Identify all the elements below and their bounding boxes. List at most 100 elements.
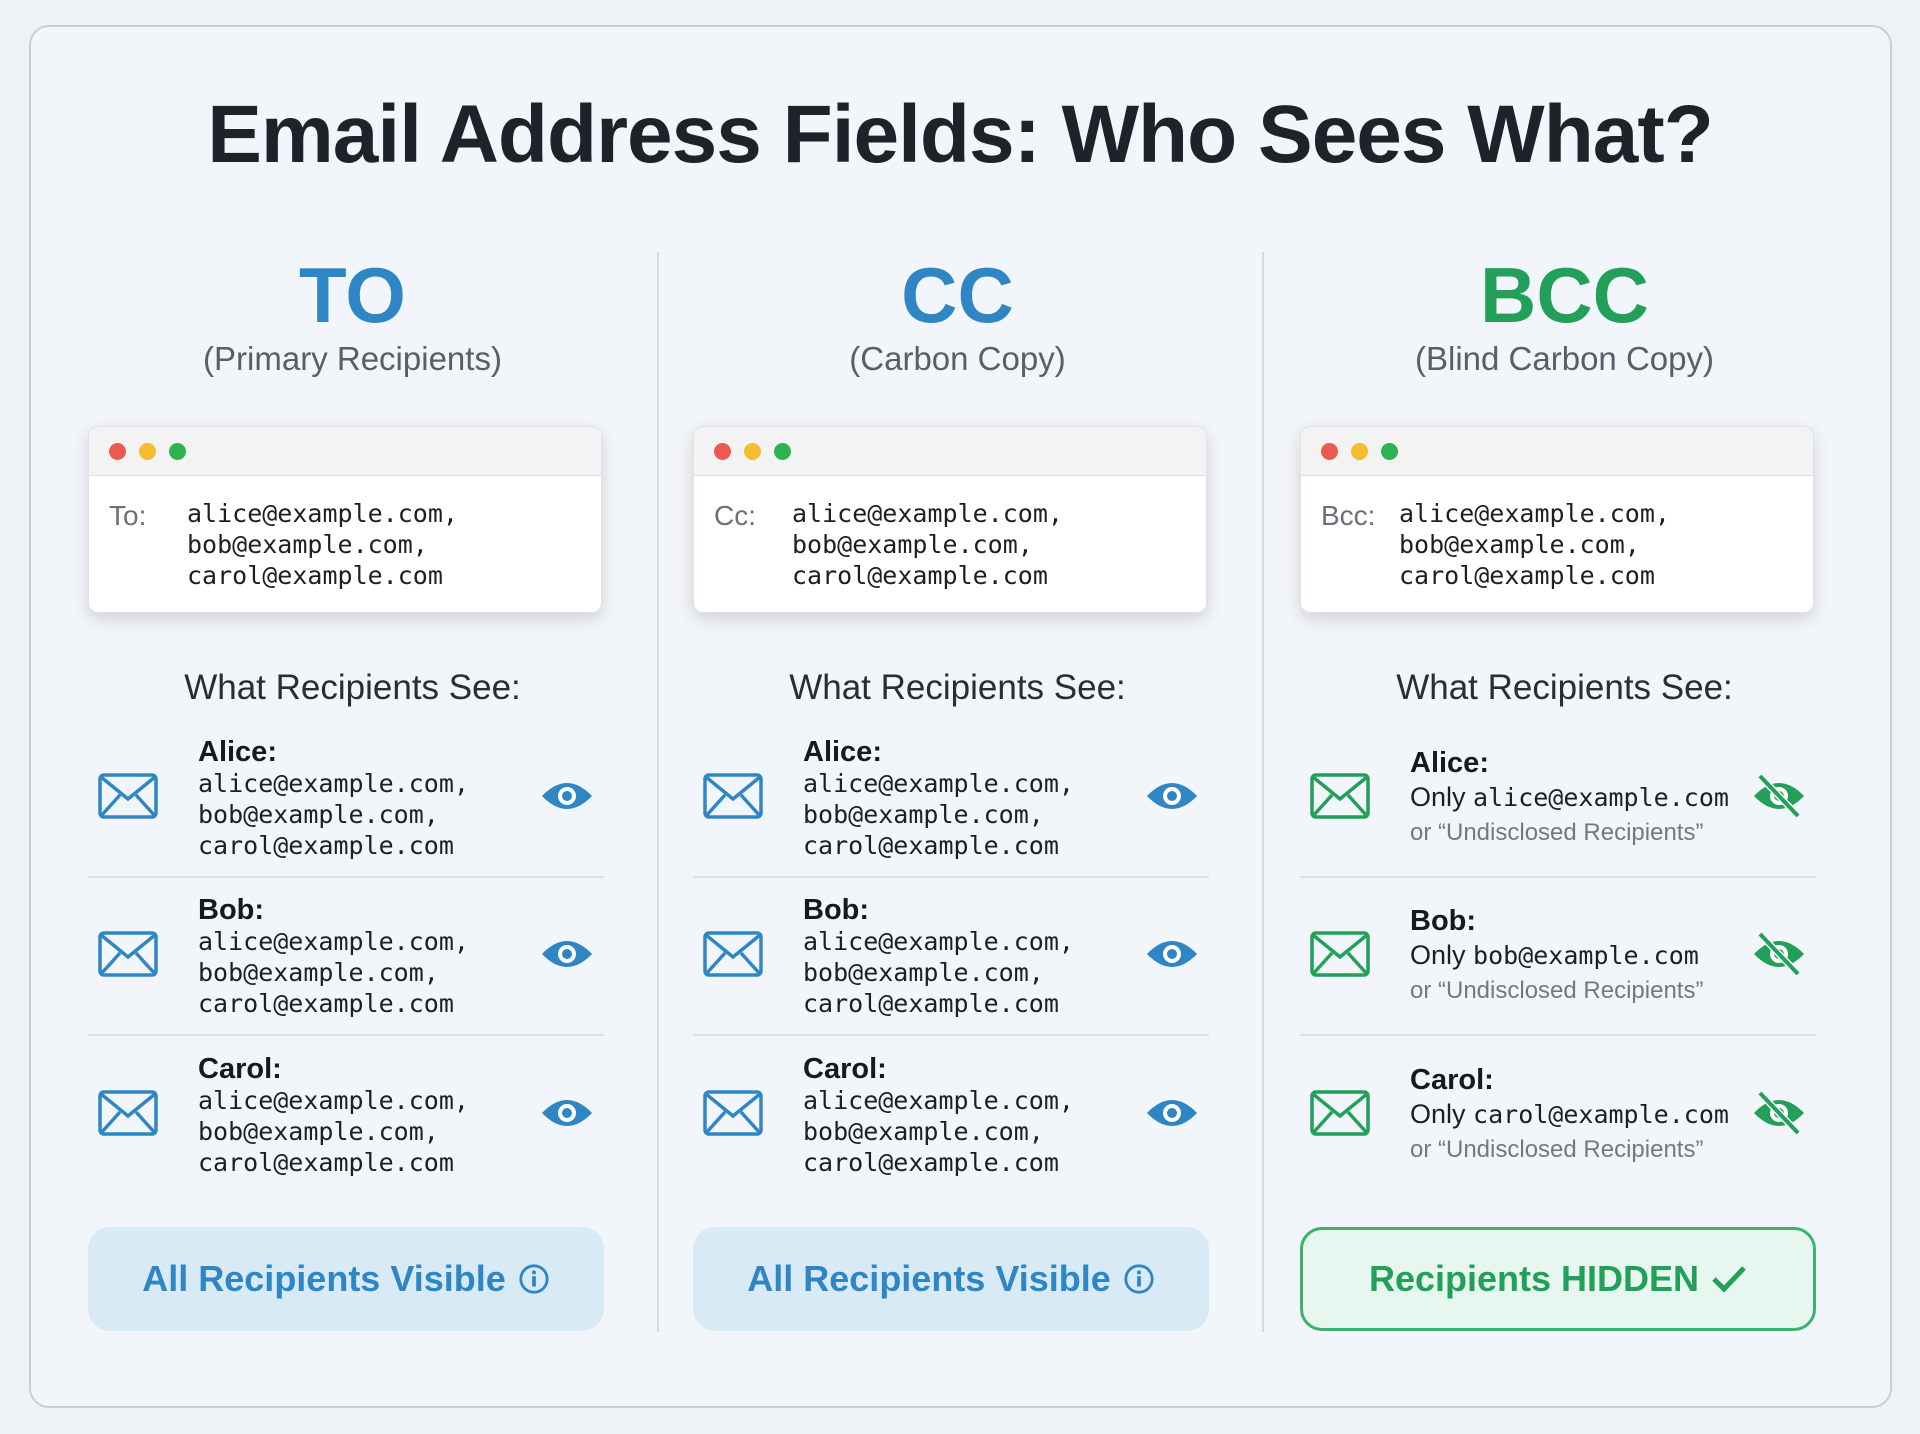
column-heading: CC [901,251,1014,339]
visible-address: carol@example.com [803,988,1059,1018]
visible-address: bob@example.com, [803,1116,1044,1146]
visible-address: Only bob@example.com [1410,937,1752,974]
recipient-list: Alice: alice@example.com, bob@example.com,… [88,720,604,1194]
status-label: All Recipients Visible [142,1258,506,1299]
recipient-name: Alice: [803,735,882,768]
list-item: Carol: Only carol@example.com or “Undisclo… [1300,1036,1816,1194]
maximize-dot-icon [169,442,186,460]
field-address: carol@example.com [792,561,1048,590]
list-item: Alice: Only alice@example.com or “Undisclo… [1300,720,1816,878]
column-heading: TO [299,251,406,339]
visible-address: alice@example.com, [803,1085,1074,1115]
list-item: Carol: alice@example.com, bob@example.com,… [693,1036,1209,1194]
eye-icon [1145,1095,1199,1136]
only-label: Only [1410,939,1466,970]
column-subtitle: (Blind Carbon Copy) [1415,340,1714,377]
recipient-email: alice@example.com [1473,782,1729,812]
section-heading: What Recipients See: [789,668,1126,707]
maximize-dot-icon [1381,442,1398,460]
field-label: To: [109,500,147,531]
list-item: Bob: Only bob@example.com or “Undisclosed … [1300,878,1816,1036]
eye-slash-icon [1752,1090,1806,1141]
eye-slash-icon [1752,773,1806,824]
recipient-name: Carol: [1410,1063,1494,1096]
visible-address: alice@example.com, [803,926,1074,956]
only-label: Only [1410,781,1466,812]
column-cc: CC (Carbon Copy) Cc: alice@example.com, bo… [655,250,1260,1331]
visible-address: Only carol@example.com [1410,1096,1752,1133]
column-divider [1262,252,1264,1332]
column-to: TO (Primary Recipients) To: alice@example… [50,250,655,1331]
envelope-icon [703,930,763,982]
field-address: bob@example.com, [1399,530,1640,559]
undisclosed-note: or “Undisclosed Recipients” [1410,818,1704,846]
status-label: All Recipients Visible [747,1258,1111,1299]
address-field: alice@example.com, bob@example.com, carol@… [187,498,458,591]
info-icon [1124,1264,1154,1294]
address-field: alice@example.com, bob@example.com, carol@… [1399,498,1670,591]
visible-address: alice@example.com, [198,926,469,956]
visible-address: carol@example.com [198,830,454,860]
email-window: Cc: alice@example.com, bob@example.com, car… [693,426,1207,613]
visible-address: alice@example.com, [198,1085,469,1115]
window-titlebar [1301,427,1813,476]
visible-address: alice@example.com, [803,768,1074,798]
recipient-name: Carol: [198,1052,282,1085]
list-item: Carol: alice@example.com, bob@example.com,… [88,1036,604,1194]
close-dot-icon [1321,442,1338,460]
address-field: alice@example.com, bob@example.com, carol@… [792,498,1063,591]
envelope-icon [1310,772,1370,824]
envelope-icon [1310,930,1370,982]
visible-address: bob@example.com, [198,1116,439,1146]
envelope-icon [1310,1089,1370,1141]
field-address: alice@example.com, [792,499,1063,528]
list-item: Bob: alice@example.com, bob@example.com, ca… [88,878,604,1036]
visible-address: Only alice@example.com [1410,779,1752,816]
visible-address: bob@example.com, [803,799,1044,829]
visible-address: alice@example.com, [198,768,469,798]
info-icon [519,1264,549,1294]
list-item: Alice: alice@example.com, bob@example.com,… [88,720,604,878]
email-window: Bcc: alice@example.com, bob@example.com, ca… [1300,426,1814,613]
column-heading: BCC [1480,251,1649,339]
status-badge[interactable]: All Recipients Visible [693,1227,1209,1331]
column-bcc: BCC (Blind Carbon Copy) Bcc: alice@exampl… [1262,250,1867,1331]
minimize-dot-icon [744,442,761,460]
column-subtitle: (Carbon Copy) [849,340,1066,377]
visible-address: carol@example.com [803,1147,1059,1177]
recipient-name: Alice: [1410,746,1489,779]
minimize-dot-icon [1351,442,1368,460]
field-address: carol@example.com [1399,561,1655,590]
section-heading: What Recipients See: [1396,668,1733,707]
recipient-email: bob@example.com [1473,940,1699,970]
status-badge[interactable]: All Recipients Visible [88,1227,604,1331]
recipient-list: Alice: alice@example.com, bob@example.com,… [693,720,1209,1194]
checkmark-icon [1712,1266,1746,1293]
close-dot-icon [714,442,731,460]
visible-address: bob@example.com, [198,957,439,987]
status-label: Recipients HIDDEN [1368,1258,1700,1299]
recipient-list: Alice: Only alice@example.com or “Undisclo… [1300,720,1816,1194]
visible-address: carol@example.com [198,988,454,1018]
status-badge[interactable]: Recipients HIDDEN [1300,1227,1816,1331]
page-title: Email Address Fields: Who Sees What? [207,89,1714,180]
field-address: bob@example.com, [792,530,1033,559]
field-label: Bcc: [1321,500,1376,531]
envelope-icon [98,772,158,824]
field-address: bob@example.com, [187,530,428,559]
envelope-icon [98,930,158,982]
list-item: Bob: alice@example.com, bob@example.com, ca… [693,878,1209,1036]
column-subtitle: (Primary Recipients) [203,340,502,377]
field-address: alice@example.com, [187,499,458,528]
eye-icon [1145,778,1199,819]
envelope-icon [703,1089,763,1141]
list-item: Alice: alice@example.com, bob@example.com,… [693,720,1209,878]
email-window: To: alice@example.com, bob@example.com, car… [88,426,602,613]
recipient-name: Carol: [803,1052,887,1085]
diagram-frame [29,25,1892,1408]
window-titlebar [694,427,1206,476]
eye-icon [540,936,594,977]
visible-address: carol@example.com [803,830,1059,860]
maximize-dot-icon [774,442,791,460]
field-label: Cc: [714,500,756,531]
